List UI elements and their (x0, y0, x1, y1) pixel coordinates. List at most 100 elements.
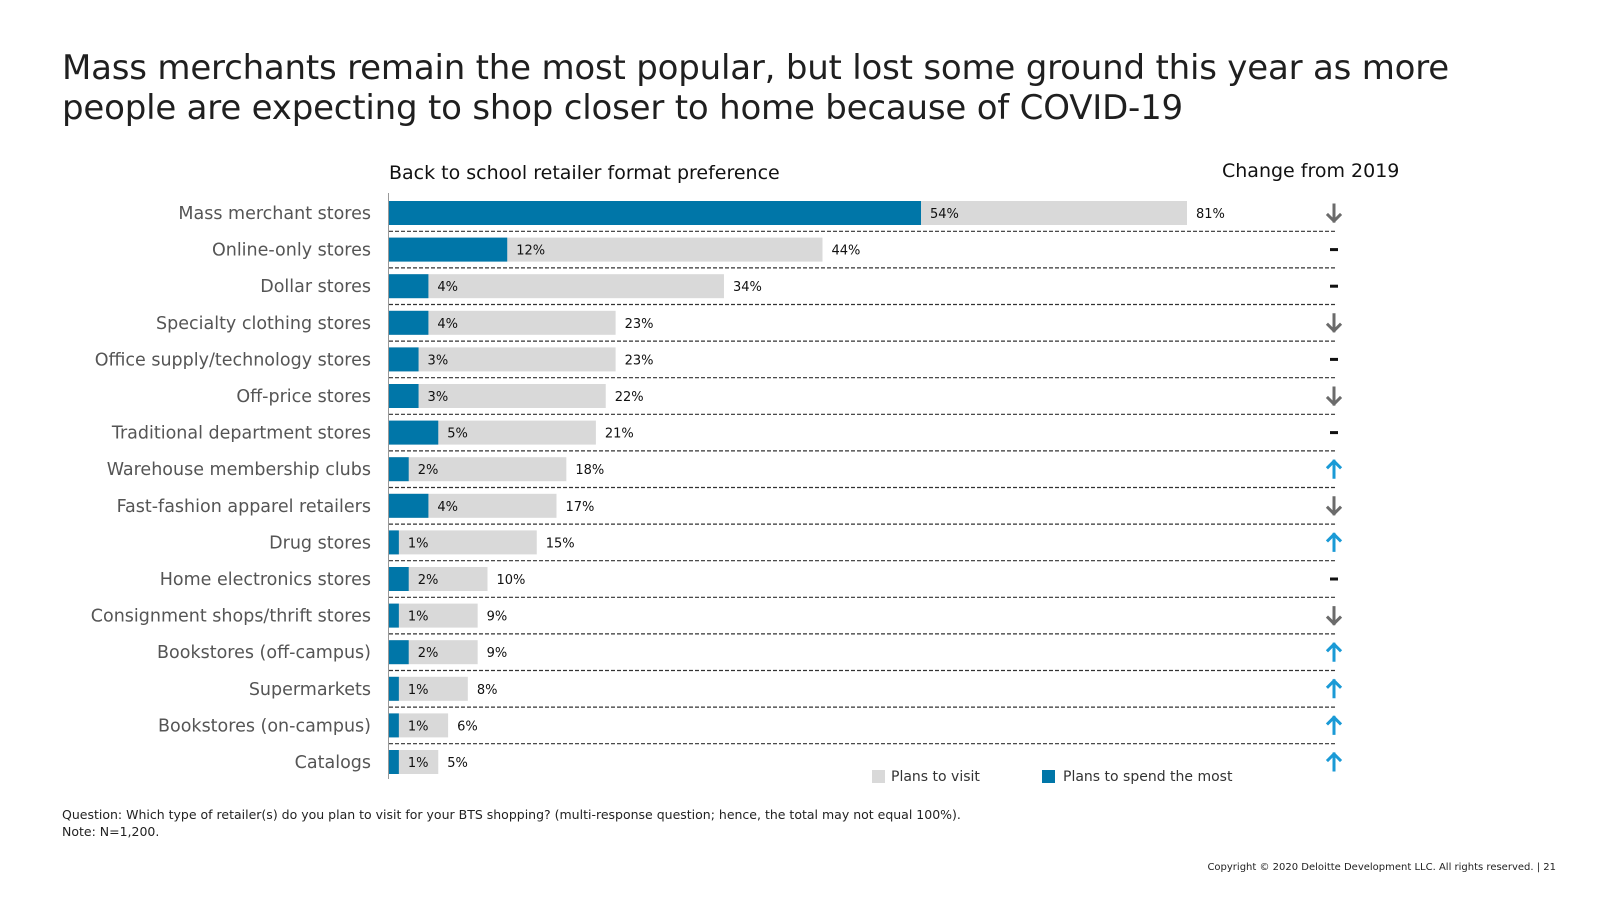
data-label-visit: 10% (497, 573, 526, 588)
data-label-spend-most: 1% (408, 683, 429, 698)
footnote-note: Note: N=1,200. (62, 824, 160, 839)
arrow-down-icon (1325, 496, 1343, 516)
no-change-icon (1330, 284, 1338, 288)
category-label: Mass merchant stores (178, 204, 371, 224)
bar-plans-to-visit (389, 384, 606, 408)
bar-plans-to-visit (389, 457, 567, 482)
arrow-up-icon (1325, 459, 1343, 479)
arrow-up-icon (1325, 678, 1343, 699)
bar-plans-to-spend-most (389, 713, 399, 738)
data-label-visit: 22% (615, 390, 644, 405)
bar-plans-to-visit (389, 603, 478, 628)
bar-plans-to-visit (389, 530, 537, 555)
data-label-spend-most: 3% (428, 390, 449, 405)
bar-plans-to-spend-most (389, 493, 429, 518)
data-label-visit: 17% (565, 500, 594, 515)
arrow-up-icon (1325, 715, 1343, 735)
arrow-up-icon (1325, 751, 1343, 772)
data-label-spend-most: 5% (447, 427, 468, 442)
bar-plans-to-visit (389, 274, 724, 299)
bar-plans-to-spend-most (389, 201, 921, 225)
category-label: Supermarkets (249, 680, 371, 700)
bar-plans-to-spend-most (389, 347, 419, 372)
category-label: Dollar stores (260, 277, 371, 297)
bar-plans-to-spend-most (389, 530, 399, 555)
bar-plans-to-spend-most (389, 310, 429, 335)
bar-plans-to-spend-most (389, 603, 399, 628)
no-change-icon (1330, 357, 1338, 361)
bar-plans-to-spend-most (389, 676, 399, 701)
arrow-down-icon (1325, 313, 1343, 333)
data-label-spend-most: 2% (418, 463, 439, 478)
arrow-down-icon (1325, 606, 1343, 626)
bar-plans-to-spend-most (389, 567, 409, 591)
data-label-visit: 15% (546, 536, 575, 551)
footnote: Question: Which type of retailer(s) do y… (62, 806, 961, 840)
data-label-spend-most: 12% (516, 244, 545, 259)
bar-plans-to-spend-most (389, 457, 409, 482)
legend-label-spend-most: Plans to spend the most (1063, 769, 1233, 785)
data-label-visit: 18% (575, 463, 604, 478)
arrow-down-icon (1325, 203, 1343, 224)
copyright: Copyright © 2020 Deloitte Development LL… (1207, 862, 1556, 873)
category-label: Traditional department stores (111, 424, 371, 444)
data-label-spend-most: 1% (408, 610, 429, 625)
data-label-spend-most: 2% (418, 646, 439, 661)
data-label-spend-most: 1% (408, 536, 429, 551)
chart-title: Back to school retailer format preferenc… (389, 162, 780, 184)
data-label-visit: 8% (477, 683, 498, 698)
category-label: Catalogs (295, 753, 371, 773)
data-label-visit: 21% (605, 427, 634, 442)
change-column-header: Change from 2019 (1222, 160, 1400, 182)
bar-plans-to-spend-most (389, 384, 419, 408)
category-label: Off-price stores (236, 387, 371, 407)
arrow-up-icon (1325, 532, 1343, 552)
data-label-visit: 6% (457, 719, 478, 734)
category-label: Consignment shops/thrift stores (91, 607, 371, 627)
page-title: Mass merchants remain the most popular, … (62, 48, 1449, 128)
bar-plans-to-spend-most (389, 640, 409, 665)
category-label: Home electronics stores (160, 570, 371, 590)
category-label: Warehouse membership clubs (107, 460, 371, 480)
legend-label-visit: Plans to visit (891, 769, 980, 785)
data-label-spend-most: 54% (930, 207, 959, 222)
legend-swatch-spend-most (1042, 770, 1055, 783)
arrow-down-icon (1325, 386, 1343, 407)
data-label-spend-most: 4% (437, 317, 458, 332)
no-change-icon (1330, 577, 1338, 581)
data-label-visit: 81% (1196, 207, 1225, 222)
category-label: Drug stores (269, 533, 371, 553)
data-label-visit: 44% (831, 244, 860, 259)
bar-plans-to-visit (389, 347, 616, 372)
data-label-spend-most: 4% (437, 500, 458, 515)
data-label-visit: 9% (487, 610, 508, 625)
category-label: Specialty clothing stores (156, 314, 371, 334)
data-label-spend-most: 3% (428, 353, 449, 368)
data-label-visit: 23% (625, 353, 654, 368)
data-label-visit: 23% (625, 317, 654, 332)
data-label-spend-most: 2% (418, 573, 439, 588)
category-label: Bookstores (on-campus) (158, 716, 371, 736)
data-label-spend-most: 4% (437, 280, 458, 295)
bar-plans-to-visit (389, 713, 449, 738)
data-label-visit: 34% (733, 280, 762, 295)
data-label-spend-most: 1% (408, 756, 429, 771)
footnote-question: Question: Which type of retailer(s) do y… (62, 807, 961, 822)
arrow-up-icon (1325, 642, 1343, 662)
category-label: Office supply/technology stores (95, 350, 371, 370)
bar-plans-to-spend-most (389, 274, 429, 299)
data-label-visit: 9% (487, 646, 508, 661)
bar-plans-to-spend-most (389, 750, 399, 774)
category-label: Online-only stores (212, 241, 371, 261)
no-change-icon (1330, 431, 1338, 435)
no-change-icon (1330, 248, 1338, 252)
bar-plans-to-visit (389, 676, 468, 701)
legend-swatch-visit (872, 770, 885, 783)
data-label-visit: 5% (447, 756, 468, 771)
data-label-spend-most: 1% (408, 719, 429, 734)
bar-plans-to-spend-most (389, 420, 439, 445)
category-label: Fast-fashion apparel retailers (117, 497, 371, 517)
category-label: Bookstores (off-campus) (157, 643, 371, 663)
bar-plans-to-spend-most (389, 237, 508, 262)
